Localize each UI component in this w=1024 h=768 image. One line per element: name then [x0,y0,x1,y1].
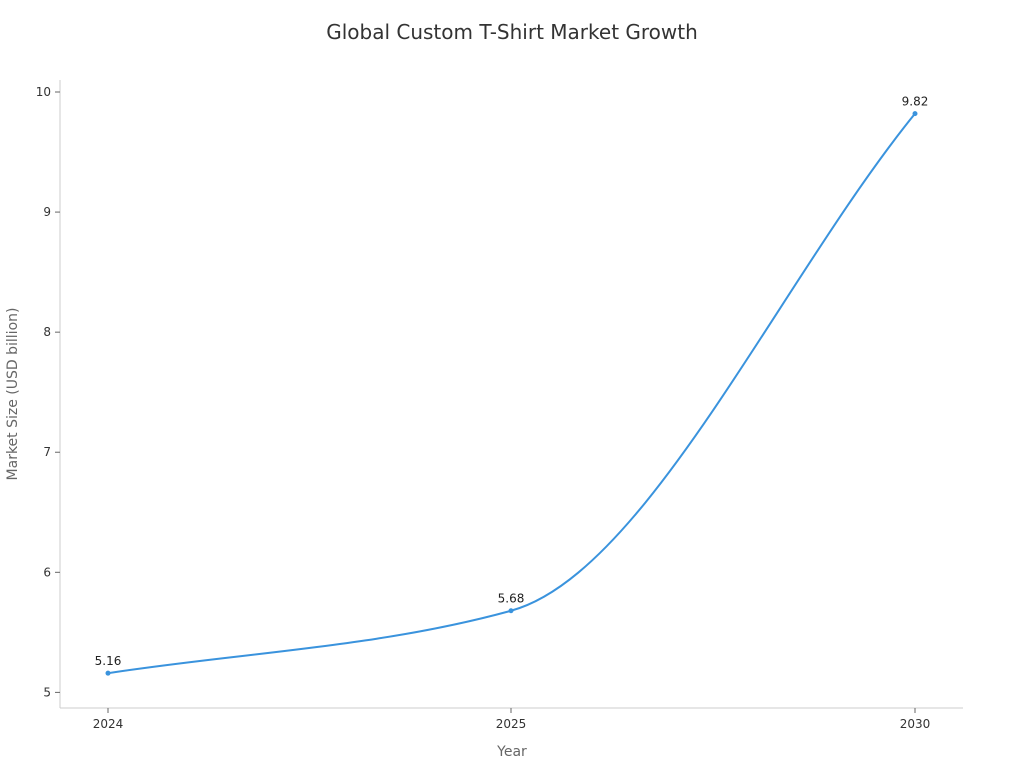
data-label: 5.68 [498,592,525,606]
y-axis-ticks: 5 6 7 8 9 10 [36,85,60,699]
data-point [508,608,514,614]
y-tick-label: 10 [36,85,51,99]
x-tick-label: 2024 [93,717,124,731]
y-tick-label: 9 [43,205,51,219]
y-tick-label: 5 [43,685,51,699]
data-point [105,670,111,676]
x-axis-ticks: 2024 2025 2030 [93,708,931,731]
y-tick-label: 8 [43,325,51,339]
series: 5.16 5.68 9.82 [95,95,929,676]
x-axis-title: Year [496,744,527,760]
chart-title: Global Custom T-Shirt Market Growth [326,20,698,44]
y-tick-label: 7 [43,445,51,459]
axes [59,80,963,709]
series-line [107,112,916,675]
y-axis-title: Market Size (USD billion) [5,308,21,481]
data-label: 9.82 [902,95,929,109]
x-tick-label: 2025 [496,717,527,731]
data-label: 5.16 [95,654,122,668]
y-tick-label: 6 [43,565,51,579]
x-tick-label: 2030 [900,717,931,731]
data-point [912,111,918,117]
